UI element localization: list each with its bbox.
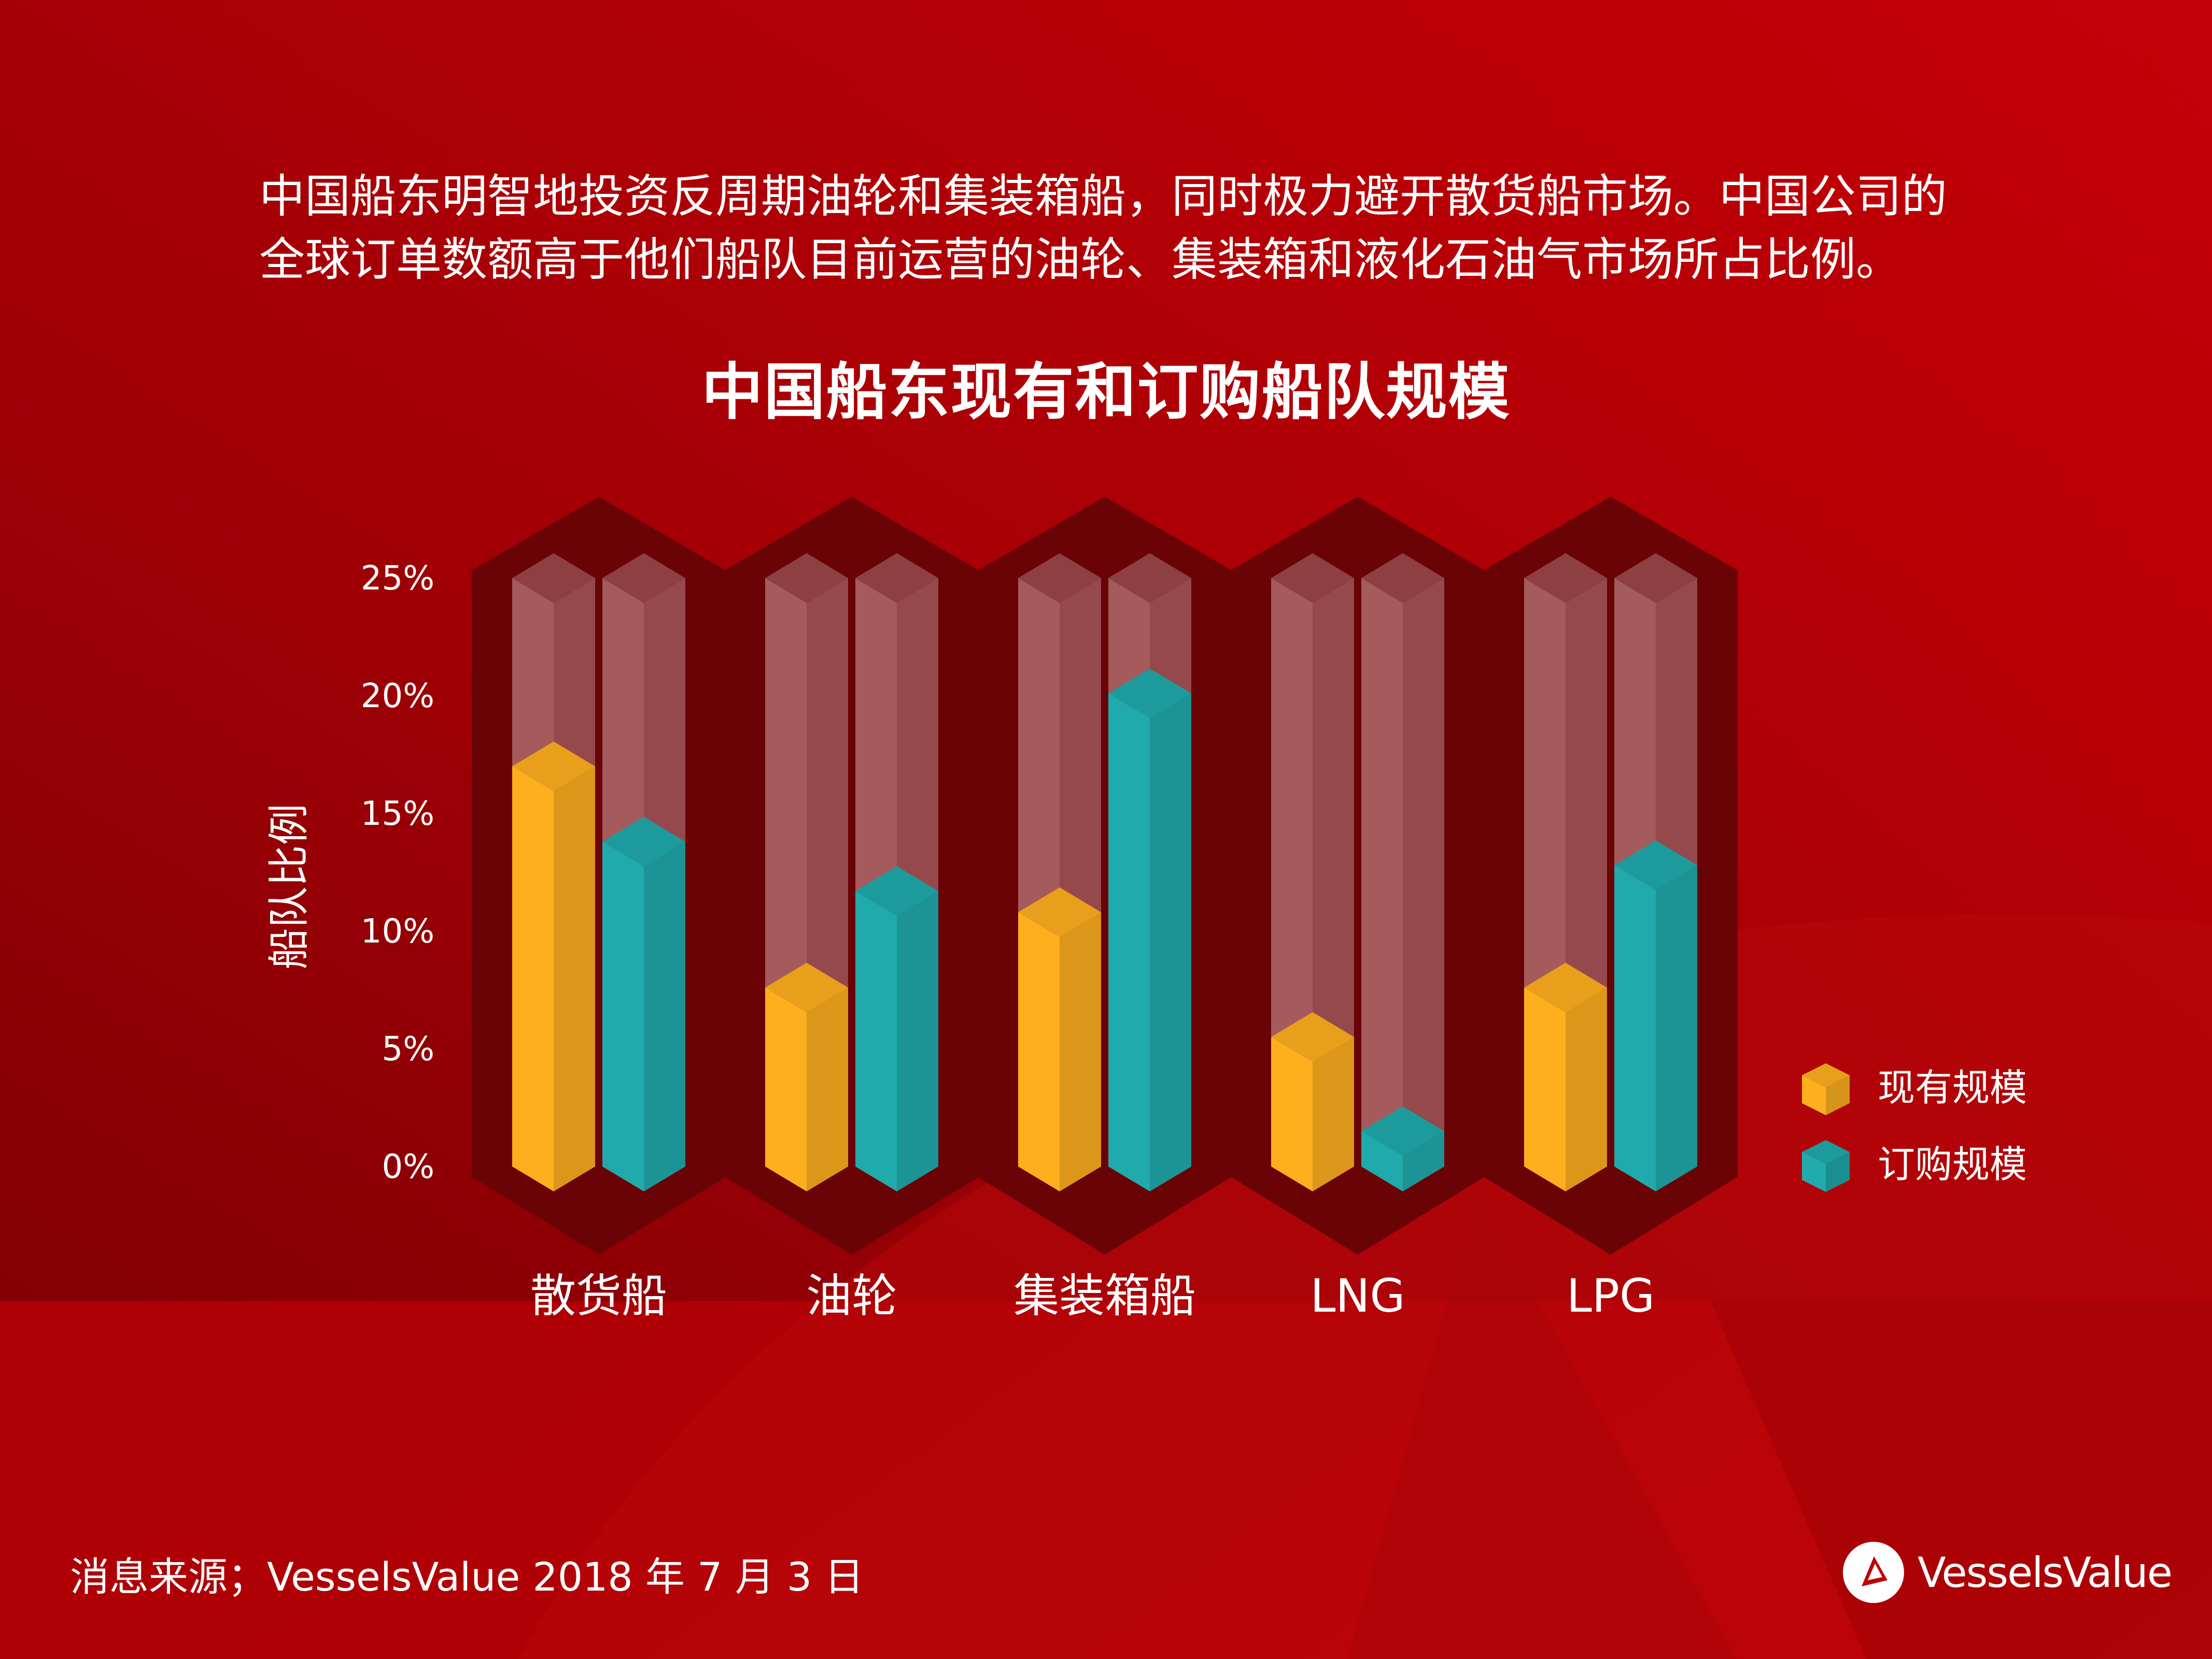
bar-ordered-top-face (1361, 1106, 1444, 1156)
play-triangle-icon (1843, 1542, 1904, 1603)
bar-existing-left-face (1018, 912, 1060, 1191)
legend-label: 现有规模 (1878, 1066, 2027, 1109)
legend-swatch (1802, 1140, 1850, 1192)
y-tick-label: 0% (382, 1148, 434, 1186)
bar-existing-left-face (1271, 1037, 1313, 1191)
bar-track-top-face (1524, 553, 1607, 603)
bar-track-left-face (1361, 578, 1403, 1191)
bar-ordered (602, 817, 685, 1191)
bar-track-right-face (1403, 578, 1444, 1191)
bar-track-top-face (1018, 553, 1101, 603)
bar-ordered-right-face (1150, 693, 1191, 1191)
bar-existing-left-face (512, 766, 554, 1191)
bar-ordered (855, 866, 938, 1191)
chart-title: 中国船东现有和订购船队规模 (701, 356, 1511, 428)
vesselsvalue-logo: VesselsValue (1843, 1539, 2173, 1606)
bar-ordered-left-face (602, 841, 644, 1191)
bar-track-top-face (1361, 553, 1444, 603)
bar-existing (512, 741, 595, 1191)
y-tick-label: 20% (361, 677, 434, 715)
bar-existing-top-face (765, 962, 848, 1013)
bar-ordered-right-face (1403, 1131, 1444, 1191)
bar-ordered-left-face (855, 891, 897, 1191)
bar-ordered-top-face (1614, 840, 1697, 890)
bar-ordered (1108, 668, 1191, 1191)
bar-existing-top-face (1018, 887, 1101, 937)
bar-existing-top-face (512, 741, 595, 792)
bar-ordered-top-face (855, 866, 938, 916)
bar-existing (1018, 887, 1101, 1191)
bar-track-top-face (855, 553, 938, 603)
bar-ordered (1614, 840, 1697, 1191)
bar-existing (1524, 962, 1607, 1191)
bar-ordered-right-face (644, 841, 685, 1191)
bar-existing-left-face (1524, 987, 1566, 1191)
intro-text: 中国船东明智地投资反周期油轮和集装箱船，同时极力避开散货船市场。中国公司的 全球… (259, 165, 2074, 291)
bar-existing-right-face (1313, 1037, 1354, 1191)
y-tick-label: 15% (361, 795, 434, 833)
y-tick-label: 5% (382, 1030, 434, 1068)
intro-line-1: 中国船东明智地投资反周期油轮和集装箱船，同时极力避开散货船市场。中国公司的 (259, 170, 1948, 223)
bar-existing-top-face (1271, 1012, 1354, 1062)
bar-existing-right-face (554, 766, 595, 1191)
legend-label: 订购规模 (1878, 1143, 2027, 1186)
bar-existing (1271, 1012, 1354, 1191)
bar-existing-top-face (1524, 962, 1607, 1013)
y-tick-label: 25% (361, 559, 434, 598)
category-panel (1484, 497, 1738, 1255)
category-label: 散货船 (530, 1269, 667, 1323)
bar-track-top-face (1108, 553, 1191, 603)
category-panel (978, 497, 1232, 1255)
bar-ordered (1361, 1106, 1444, 1191)
bar-track-top-face (602, 553, 685, 603)
category-panel (472, 497, 726, 1255)
category-label: LNG (1310, 1269, 1405, 1323)
bar-ordered-left-face (1361, 1131, 1403, 1191)
bar-ordered-top-face (1108, 668, 1191, 719)
bar-ordered-top-face (602, 817, 685, 867)
bar-existing-right-face (1566, 987, 1607, 1191)
bar-existing-left-face (765, 987, 807, 1191)
category-panel (1231, 497, 1485, 1255)
logo-text: VesselsValue (1918, 1548, 2173, 1597)
bar-ordered-right-face (897, 891, 938, 1191)
bar-existing-right-face (1060, 912, 1101, 1191)
bar-track-top-face (1614, 553, 1697, 603)
bar-track-top-face (1271, 553, 1354, 603)
y-tick-label: 10% (361, 912, 434, 951)
bar-track (1361, 553, 1444, 1191)
category-label: 集装箱船 (1013, 1269, 1196, 1323)
bar-track-top-face (512, 553, 595, 603)
bar-ordered-left-face (1108, 693, 1150, 1191)
category-label: 油轮 (806, 1269, 897, 1323)
bar-existing-right-face (807, 987, 848, 1191)
y-axis-label: 船队比例 (265, 804, 313, 969)
bar-ordered-left-face (1614, 865, 1656, 1191)
bar-existing (765, 962, 848, 1191)
legend-swatch (1802, 1063, 1850, 1115)
category-label: LPG (1567, 1269, 1655, 1323)
intro-line-2: 全球订单数额高于他们船队目前运营的油轮、集装箱和液化石油气市场所占比例。 (259, 233, 1902, 286)
source-note: 消息来源；VesselsValue 2018 年 7 月 3 日 (70, 1554, 864, 1600)
bar-track-top-face (765, 553, 848, 603)
category-panel (725, 497, 979, 1255)
bar-ordered-right-face (1656, 865, 1697, 1191)
